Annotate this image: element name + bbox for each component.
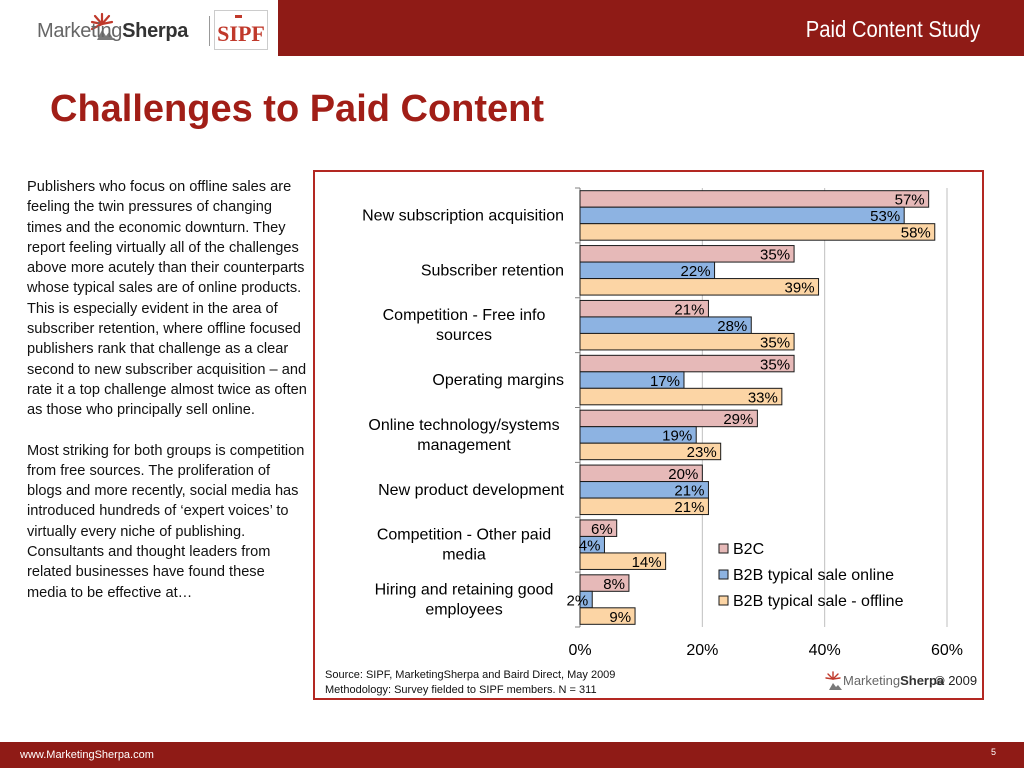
study-title: Paid Content Study: [805, 16, 980, 42]
marketingsherpa-sunburst-icon: [825, 671, 842, 690]
legend-label: B2B typical sale - offline: [733, 593, 904, 610]
bar: [579, 223, 936, 241]
legend-swatch: [718, 569, 729, 580]
bar-value-label: 2%: [567, 592, 589, 609]
logo-divider: [209, 16, 210, 46]
sipf-logo: SIPF: [214, 10, 268, 50]
bar-value-label: 14%: [632, 554, 662, 571]
bar: [579, 278, 820, 296]
bar-value-label: 19%: [662, 428, 692, 445]
marketingsherpa-logo-text: MarketingSherpa: [37, 20, 189, 42]
footer-bar: www.MarketingSherpa.com 5: [0, 742, 1024, 768]
bar-value-label: 6%: [591, 521, 613, 538]
bar-value-label: 57%: [895, 192, 925, 209]
methodology-text: Methodology: Survey fielded to SIPF memb…: [325, 684, 597, 696]
category-label: Hiring and retaining good employees: [375, 582, 554, 619]
category-label: New subscription acquisition: [362, 207, 564, 224]
source-text: Source: SIPF, MarketingSherpa and Baird …: [325, 669, 616, 681]
x-tick-label: 60%: [931, 642, 963, 659]
x-tick-label: 20%: [686, 642, 718, 659]
bar: [579, 442, 722, 461]
bar-value-label: 29%: [723, 411, 753, 428]
chart-source-note: Source: SIPF, MarketingSherpa and Baird …: [325, 668, 615, 698]
category-label: Competition - Other paid media: [377, 527, 551, 564]
bar: [579, 387, 783, 406]
header-bar: MarketingSherpa SIPF Paid Content Study: [0, 0, 1024, 56]
bar-value-label: 58%: [901, 225, 931, 242]
footer-logo-text: MarketingSherpa: [843, 673, 945, 688]
sipf-logo-text: SIPF: [217, 21, 265, 46]
bar-value-label: 23%: [687, 444, 717, 461]
category-label: Subscriber retention: [421, 262, 564, 279]
bar-value-label: 4%: [579, 537, 601, 554]
bar-value-label: 21%: [674, 499, 704, 516]
footer-logo: MarketingSherpa © 2009: [825, 670, 985, 696]
footer-url[interactable]: www.MarketingSherpa.com: [20, 749, 154, 761]
bar-value-label: 21%: [674, 301, 704, 318]
bar-value-label: 20%: [668, 466, 698, 483]
bar: [579, 354, 795, 373]
logo-area: MarketingSherpa SIPF: [0, 0, 278, 56]
x-tick-label: 40%: [809, 642, 841, 659]
body-text: Publishers who focus on offline sales ar…: [27, 177, 307, 623]
marketingsherpa-sunburst-icon: [90, 12, 114, 40]
bar-value-label: 53%: [870, 208, 900, 225]
bar: [579, 206, 905, 225]
page-number: 5: [990, 747, 996, 757]
bar: [579, 607, 636, 625]
bar-value-label: 35%: [760, 334, 790, 351]
category-label: Online technology/systems management: [368, 417, 559, 454]
bar-value-label: 9%: [609, 609, 631, 626]
bar: [579, 552, 667, 570]
bar: [579, 190, 930, 208]
bar-value-label: 39%: [785, 280, 815, 297]
legend-label: B2B typical sale online: [733, 567, 894, 584]
bar-value-label: 35%: [760, 356, 790, 373]
bar-value-label: 8%: [603, 576, 625, 593]
copyright-text: © 2009: [935, 673, 978, 688]
bar: [579, 497, 709, 516]
bar-value-label: 33%: [748, 389, 778, 406]
category-label: Operating margins: [432, 372, 564, 389]
category-label: New product development: [378, 482, 564, 499]
page-title: Challenges to Paid Content: [50, 88, 545, 130]
category-label: Competition - Free info sources: [383, 307, 546, 344]
bar: [579, 574, 630, 592]
bar: [579, 332, 795, 351]
bar-value-label: 21%: [674, 483, 704, 500]
x-tick-label: 0%: [568, 642, 591, 659]
legend-swatch: [718, 595, 729, 606]
bar-value-label: 28%: [717, 318, 747, 335]
legend-label: B2C: [733, 541, 764, 558]
legend-swatch: [718, 543, 729, 554]
body-paragraph-2: Most striking for both groups is competi…: [27, 442, 305, 601]
bar-value-label: 22%: [681, 263, 711, 280]
body-paragraph-1: Publishers who focus on offline sales ar…: [27, 179, 307, 419]
bar-value-label: 35%: [760, 247, 790, 264]
bar-value-label: 17%: [650, 373, 680, 390]
